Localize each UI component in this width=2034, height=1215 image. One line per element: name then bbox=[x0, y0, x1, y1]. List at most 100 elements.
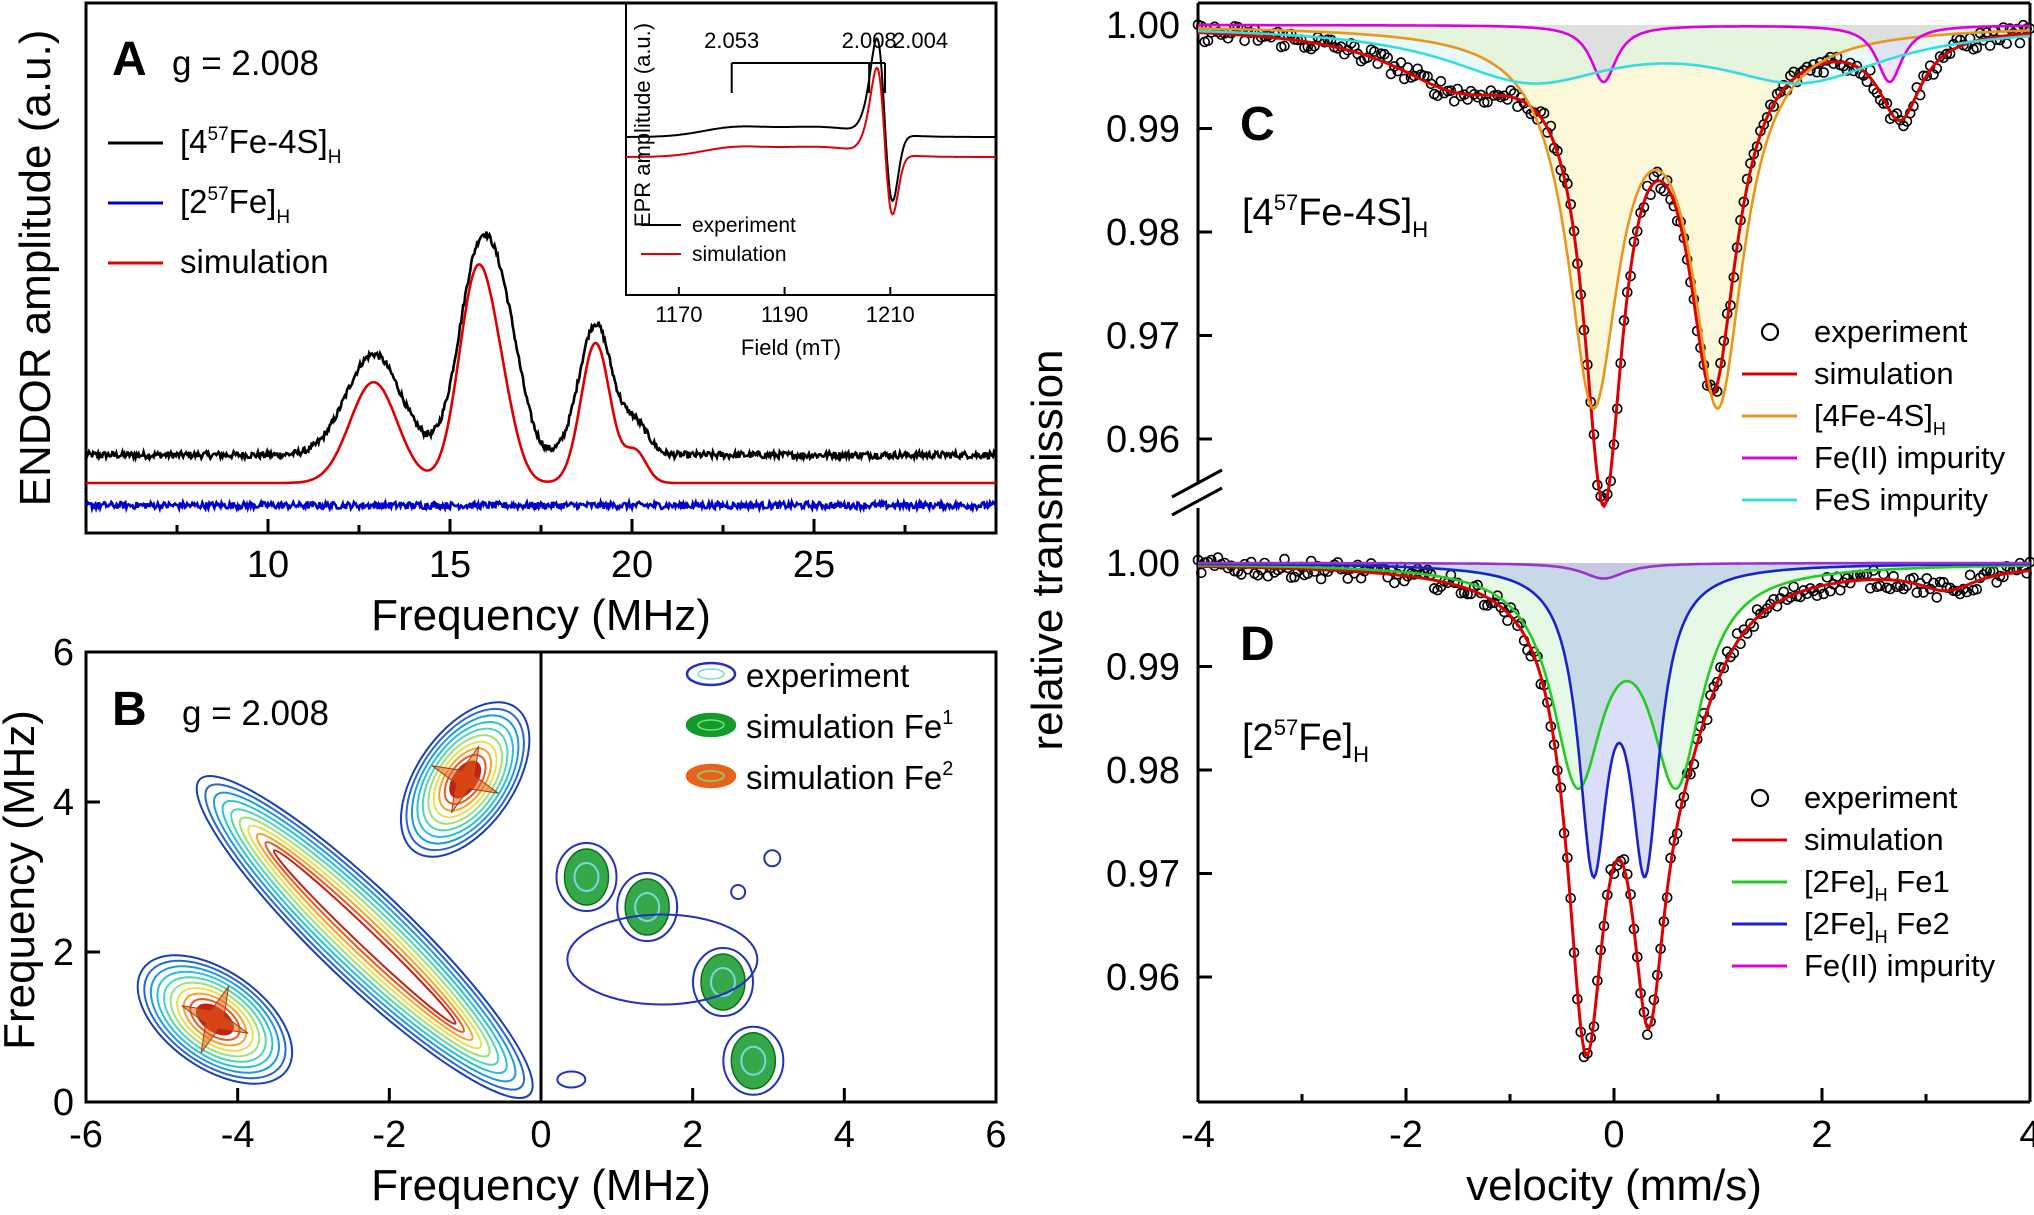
simulation-fe1-blob bbox=[700, 953, 746, 1011]
panel-c-experiment-point bbox=[1984, 40, 1996, 51]
panel-c-experiment-point bbox=[2014, 37, 2026, 49]
legend-text: Fe2 bbox=[1888, 906, 1950, 941]
experiment-contour-inner bbox=[740, 1045, 767, 1076]
experiment-contour-broad bbox=[566, 913, 759, 1006]
panel-b-ticks: -6 -4 -2 0 2 4 6 0 2 4 6 bbox=[53, 632, 1007, 1156]
c-ytick-label: 0.98 bbox=[1106, 212, 1180, 254]
legend-sub: H bbox=[328, 147, 342, 168]
panel-c-experiment-point bbox=[1395, 57, 1407, 68]
panel-d-legend-marker bbox=[1750, 788, 1770, 808]
cross-peak-contour bbox=[169, 981, 261, 1058]
panel-c-experiment-point bbox=[1279, 40, 1290, 52]
cross-peak-contour bbox=[143, 959, 287, 1080]
simulation-fe1-blob bbox=[624, 878, 670, 936]
panel-d-letter: D bbox=[1240, 618, 1275, 671]
diagonal-contour bbox=[255, 832, 474, 1042]
panel-c-component-0 bbox=[1198, 31, 2031, 509]
panel-b-legend-swatch-inner bbox=[697, 719, 725, 731]
panel-b-ytick-label: 2 bbox=[53, 932, 74, 974]
diagonal-contour bbox=[204, 783, 526, 1091]
legend-text: [2Fe] bbox=[1804, 906, 1875, 941]
panel-d-experiment-point bbox=[1961, 586, 1973, 598]
panel-b-legend-label: simulation Fe1 bbox=[746, 707, 953, 745]
legend-text: [2Fe] bbox=[1804, 864, 1875, 899]
panel-c-experiment-point bbox=[1505, 85, 1517, 96]
panel-a-xtick-label: 25 bbox=[793, 544, 835, 586]
inset-frame bbox=[625, 2, 997, 296]
panel-d-experiment-point bbox=[1389, 577, 1400, 589]
panel-b-xtick-label: -4 bbox=[221, 1114, 255, 1156]
panel-a-xtick-label: 10 bbox=[247, 544, 289, 586]
panel-c-experiment-point bbox=[1538, 107, 1550, 119]
panel-c-legend-label: FeS impurity bbox=[1814, 482, 1988, 517]
panel-a-xtick-label: 15 bbox=[429, 544, 471, 586]
panel-c-experiment-point bbox=[1941, 48, 1953, 60]
legend-text: simulation Fe bbox=[746, 708, 942, 745]
panel-d-experiment-point bbox=[1512, 620, 1523, 632]
experiment-contour-inner bbox=[634, 892, 661, 922]
panel-b: -6 -4 -2 0 2 4 6 0 2 4 6 B g = 2.008 Frequency (MH… bbox=[0, 632, 1007, 1210]
panel-c-experiment-point bbox=[1432, 90, 1443, 102]
panel-c-plot bbox=[1192, 19, 2034, 509]
cross-peak-contour bbox=[163, 976, 267, 1063]
panel-d-experiment-point bbox=[1998, 571, 2009, 583]
diagonal-contour bbox=[212, 791, 517, 1083]
panel-c-legend-marker bbox=[1760, 322, 1780, 342]
panel-d-component-2 bbox=[1198, 562, 2030, 880]
panel-a-xtick-label: 20 bbox=[611, 544, 653, 586]
panel-d-experiment-point bbox=[1432, 584, 1443, 596]
cd-xtick-label: -4 bbox=[1181, 1114, 1215, 1156]
inset-xtick-label: 1170 bbox=[655, 302, 702, 327]
panel-d-experiment-point bbox=[1236, 569, 1247, 580]
panel-b-ytick-label: 4 bbox=[53, 782, 74, 824]
panel-c-fill-1 bbox=[1198, 25, 2030, 409]
panel-b-legend-swatch bbox=[685, 712, 737, 738]
cd-xtick-label: 0 bbox=[1603, 1114, 1624, 1156]
diagonal-contour bbox=[272, 849, 457, 1025]
panel-c-legend: experiment simulation [4Fe-4S]HFe(II) impu… bbox=[1742, 314, 2006, 517]
panel-b-ytick-label: 0 bbox=[53, 1082, 74, 1124]
legend-text: simulation bbox=[1804, 822, 1944, 857]
cd-ticks: -4 -2 0 2 4 1.00 0.99 0.98 0.97 0.96 1.00 0.99 0.98 0… bbox=[1106, 5, 2034, 1156]
experiment-contour bbox=[722, 1025, 785, 1096]
panel-c-sample-label: [457Fe-4S]H bbox=[1242, 190, 1428, 242]
panel-b-legend-swatch bbox=[685, 661, 737, 687]
panel-c-experiment-point bbox=[1818, 67, 1829, 78]
panel-d-experiment-point bbox=[1642, 1029, 1653, 1040]
panel-b-legend-label: simulation Fe2 bbox=[746, 758, 953, 796]
panel-c-experiment-point bbox=[2024, 23, 2034, 34]
panel-b-ylabel: Frequency (MHz) bbox=[0, 710, 44, 1050]
diagonal-contour bbox=[195, 775, 534, 1099]
panel-c-component-1 bbox=[1197, 27, 2031, 411]
cd-ylabel: relative transmission bbox=[1023, 349, 1072, 750]
panel-d-legend-label: [2Fe]H Fe1 bbox=[1804, 864, 1950, 905]
panel-d-experiment-point bbox=[1492, 590, 1503, 602]
panel-b-contours-left bbox=[136, 701, 534, 1099]
panel-a-series-2 bbox=[86, 263, 996, 485]
experiment-contour-small bbox=[730, 884, 747, 900]
d-ytick-label: 1.00 bbox=[1106, 543, 1180, 585]
legend-sub: H bbox=[1933, 419, 1946, 439]
inset-ylabel: EPR amplitude (a.u.) bbox=[630, 23, 655, 227]
cd-xtick-label: 2 bbox=[1811, 1114, 1832, 1156]
inset-curve-0 bbox=[626, 36, 996, 203]
panel-b-xtick-label: 0 bbox=[530, 1114, 551, 1156]
panel-d-experiment-point bbox=[1931, 592, 1943, 603]
axis-break-mark-2 bbox=[1171, 486, 1223, 517]
cross-peak-contour bbox=[427, 734, 503, 825]
panel-d-fill-1 bbox=[1198, 563, 2030, 789]
d-ytick-label: 0.96 bbox=[1106, 957, 1180, 999]
panel-d-legend-label: Fe(II) impurity bbox=[1804, 948, 1996, 983]
panel-d-experiment-point bbox=[1818, 588, 1829, 600]
cd-xtick-label: -2 bbox=[1389, 1114, 1423, 1156]
panel-d-sample-label: [257Fe]H bbox=[1242, 715, 1369, 767]
panel-d-component-0 bbox=[1198, 564, 2031, 1058]
inset-curve-1 bbox=[626, 66, 996, 216]
simulation-fe1-blob bbox=[563, 848, 610, 906]
panel-b-legend-swatch-inner bbox=[697, 668, 725, 680]
panel-c-experiment-point bbox=[1305, 43, 1317, 55]
cross-peak-contour bbox=[432, 740, 498, 819]
panel-d-legend-label: simulation bbox=[1804, 822, 1944, 857]
